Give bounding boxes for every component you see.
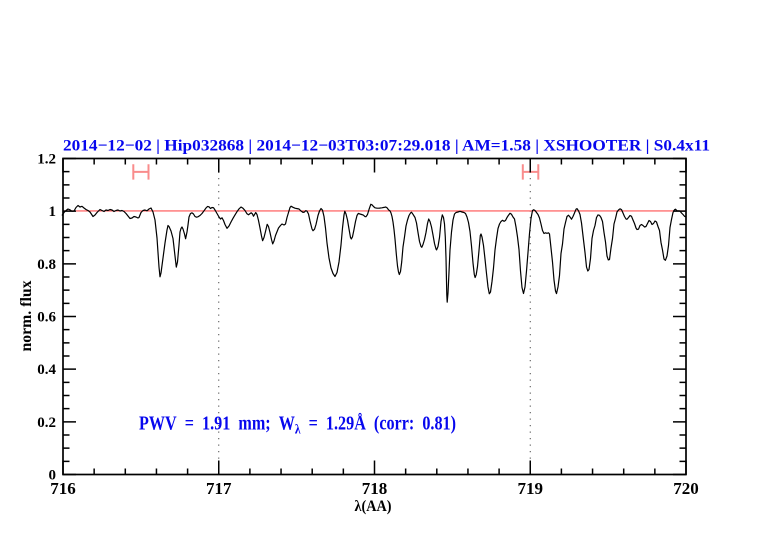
svg-text:717: 717 (206, 479, 232, 498)
svg-text:0.2: 0.2 (37, 415, 56, 431)
svg-text:719: 719 (517, 479, 543, 498)
svg-text:718: 718 (362, 479, 388, 498)
svg-text:720: 720 (673, 479, 699, 498)
svg-text:716: 716 (50, 479, 76, 498)
svg-text:2014−12−02 | Hip032868 | 2014−: 2014−12−02 | Hip032868 | 2014−12−03T03:0… (63, 138, 710, 155)
svg-text:0.4: 0.4 (37, 362, 56, 378)
svg-text:λ(AA): λ(AA) (355, 498, 392, 515)
svg-text:0.8: 0.8 (37, 257, 56, 273)
svg-text:0.6: 0.6 (37, 310, 56, 326)
svg-text:0: 0 (49, 468, 57, 484)
svg-text:norm. flux: norm. flux (18, 281, 35, 352)
svg-text:1.2: 1.2 (37, 152, 56, 168)
svg-text:1: 1 (49, 204, 57, 220)
